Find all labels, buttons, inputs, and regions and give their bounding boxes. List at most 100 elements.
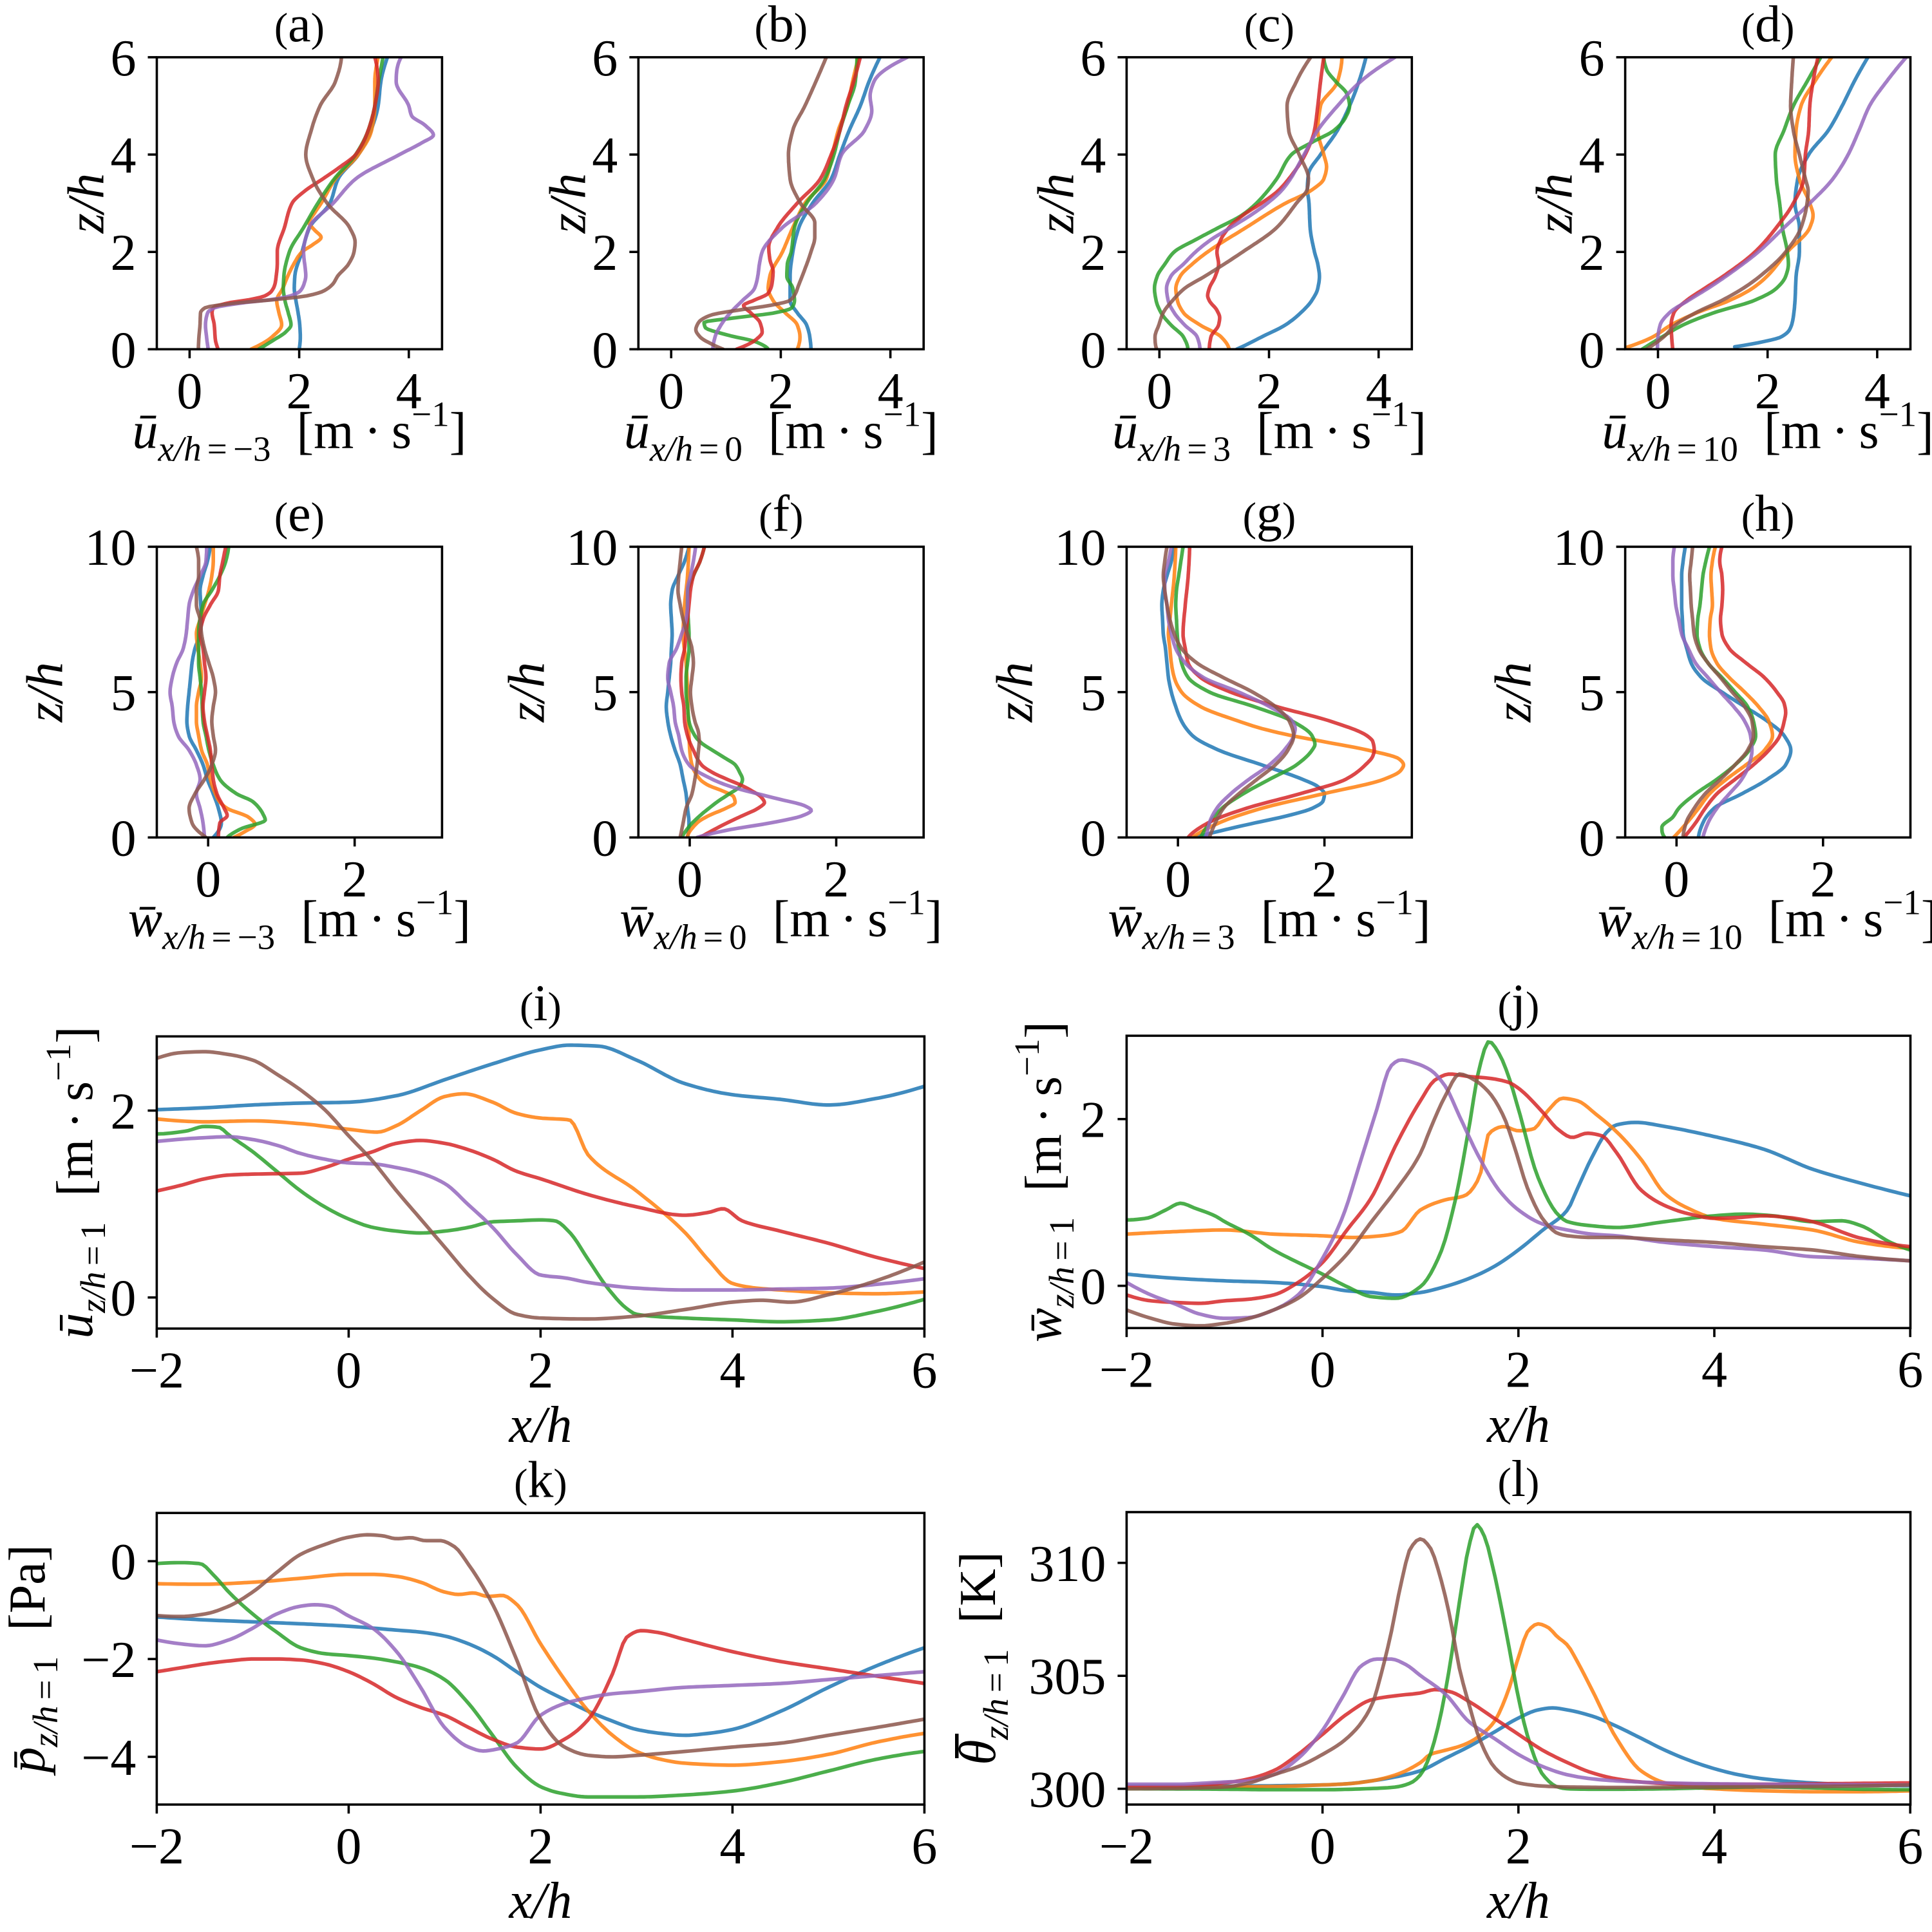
svg-text:ūx/h = 0 [m · s−1]: ūx/h = 0 [m · s−1] (624, 394, 938, 468)
svg-text:−2: −2 (1099, 1342, 1154, 1399)
svg-text:5: 5 (1579, 665, 1605, 722)
svg-text:0: 0 (1080, 810, 1106, 867)
svg-text:w̄z/h = 1 [m · s−1]: w̄z/h = 1 [m · s−1] (1007, 1021, 1081, 1342)
svg-text:ūx/h = −3 [m · s−1]: ūx/h = −3 [m · s−1] (132, 394, 466, 468)
svg-text:0: 0 (1310, 1819, 1336, 1875)
svg-text:0: 0 (592, 810, 618, 867)
svg-text:10: 10 (85, 520, 137, 576)
svg-text:4: 4 (719, 1819, 745, 1875)
svg-text:2: 2 (342, 851, 368, 908)
svg-text:(l): (l) (1497, 1451, 1539, 1508)
svg-text:0: 0 (111, 322, 137, 379)
svg-text:0: 0 (1663, 851, 1689, 908)
svg-text:6: 6 (111, 30, 137, 87)
svg-text:z/h: z/h (1527, 173, 1584, 234)
svg-text:z/h: z/h (1028, 173, 1084, 234)
svg-text:2: 2 (110, 1084, 136, 1141)
svg-text:10: 10 (1054, 520, 1106, 576)
svg-text:6: 6 (1897, 1819, 1923, 1875)
svg-text:0: 0 (1165, 851, 1191, 908)
svg-text:ūx/h = 10 [m · s−1]: ūx/h = 10 [m · s−1] (1602, 394, 1932, 468)
svg-text:4: 4 (592, 128, 618, 184)
svg-text:6: 6 (911, 1343, 937, 1399)
svg-text:(a): (a) (274, 0, 325, 53)
svg-text:2: 2 (1506, 1342, 1531, 1399)
svg-text:θz/h = 1 [K]: θz/h = 1 [K] (950, 1551, 1016, 1765)
svg-text:2: 2 (1755, 363, 1781, 420)
svg-text:2: 2 (1080, 225, 1106, 281)
svg-text:(b): (b) (754, 0, 808, 53)
svg-text:(c): (c) (1244, 0, 1294, 53)
svg-text:2: 2 (1256, 363, 1282, 420)
svg-text:4: 4 (719, 1343, 745, 1399)
svg-text:z/h: z/h (987, 662, 1043, 723)
svg-text:2: 2 (1810, 851, 1836, 908)
svg-text:0: 0 (1080, 1259, 1106, 1316)
svg-text:5: 5 (1080, 665, 1106, 722)
svg-text:−2: −2 (129, 1819, 184, 1875)
svg-text:−2: −2 (81, 1632, 136, 1689)
svg-text:2: 2 (111, 225, 137, 281)
svg-text:0: 0 (1310, 1342, 1336, 1399)
svg-text:6: 6 (911, 1819, 937, 1875)
svg-text:0: 0 (1080, 322, 1106, 379)
svg-text:0: 0 (336, 1819, 361, 1875)
svg-text:4: 4 (1080, 128, 1106, 184)
svg-text:0: 0 (1645, 363, 1671, 420)
svg-text:0: 0 (195, 851, 221, 908)
svg-text:w̄x/h = 10 [m · s−1]: w̄x/h = 10 [m · s−1] (1598, 882, 1932, 956)
svg-text:x/h: x/h (1486, 1397, 1550, 1454)
svg-text:z/h: z/h (498, 662, 555, 723)
svg-text:w̄x/h = 3 [m · s−1]: w̄x/h = 3 [m · s−1] (1108, 882, 1430, 956)
svg-text:2: 2 (768, 363, 793, 420)
svg-text:z/h: z/h (540, 173, 596, 234)
svg-text:z/h: z/h (59, 173, 115, 234)
svg-text:−2: −2 (129, 1343, 184, 1399)
svg-text:6: 6 (1897, 1342, 1923, 1399)
svg-text:4: 4 (396, 363, 422, 420)
svg-text:4: 4 (1701, 1342, 1727, 1399)
svg-text:4: 4 (1579, 128, 1605, 184)
svg-text:4: 4 (1701, 1819, 1727, 1875)
svg-text:(k): (k) (514, 1452, 567, 1508)
svg-text:0: 0 (592, 322, 618, 379)
svg-text:2: 2 (1080, 1092, 1106, 1149)
svg-text:ūz/h = 1 [m · s−1]: ūz/h = 1 [m · s−1] (39, 1027, 113, 1339)
svg-text:4: 4 (1366, 363, 1392, 420)
svg-text:300: 300 (1028, 1762, 1106, 1819)
svg-text:w̄x/h = 0 [m · s−1]: w̄x/h = 0 [m · s−1] (620, 882, 942, 956)
svg-text:310: 310 (1028, 1536, 1106, 1593)
svg-text:(d): (d) (1741, 0, 1795, 53)
svg-text:5: 5 (111, 665, 137, 722)
svg-text:(h): (h) (1741, 486, 1795, 542)
svg-text:−2: −2 (1099, 1819, 1154, 1875)
svg-text:(g): (g) (1243, 486, 1296, 542)
svg-text:10: 10 (566, 520, 618, 576)
svg-text:(j): (j) (1497, 974, 1539, 1031)
svg-text:(f): (f) (759, 486, 803, 542)
svg-text:x/h: x/h (509, 1873, 573, 1929)
svg-text:4: 4 (1864, 363, 1890, 420)
svg-text:6: 6 (1080, 30, 1106, 87)
svg-text:0: 0 (111, 810, 137, 867)
svg-text:(i): (i) (520, 975, 562, 1032)
svg-text:2: 2 (527, 1343, 553, 1399)
svg-text:2: 2 (592, 225, 618, 281)
svg-text:0: 0 (658, 363, 684, 420)
svg-text:0: 0 (336, 1343, 361, 1399)
svg-text:2: 2 (287, 363, 312, 420)
svg-text:x/h: x/h (509, 1397, 573, 1454)
svg-text:0: 0 (176, 363, 202, 420)
svg-text:305: 305 (1028, 1649, 1106, 1705)
svg-text:10: 10 (1553, 520, 1605, 576)
svg-text:2: 2 (824, 851, 849, 908)
svg-text:4: 4 (111, 128, 137, 184)
svg-text:0: 0 (1579, 810, 1605, 867)
svg-text:p̄z/h = 1 [Pa]: p̄z/h = 1 [Pa] (0, 1545, 65, 1776)
svg-text:2: 2 (1506, 1819, 1531, 1875)
svg-text:0: 0 (1146, 363, 1172, 420)
svg-text:w̄x/h = −3 [m · s−1]: w̄x/h = −3 [m · s−1] (128, 882, 471, 956)
svg-text:−4: −4 (81, 1730, 136, 1786)
svg-text:(e): (e) (274, 486, 325, 542)
svg-text:2: 2 (1579, 225, 1605, 281)
